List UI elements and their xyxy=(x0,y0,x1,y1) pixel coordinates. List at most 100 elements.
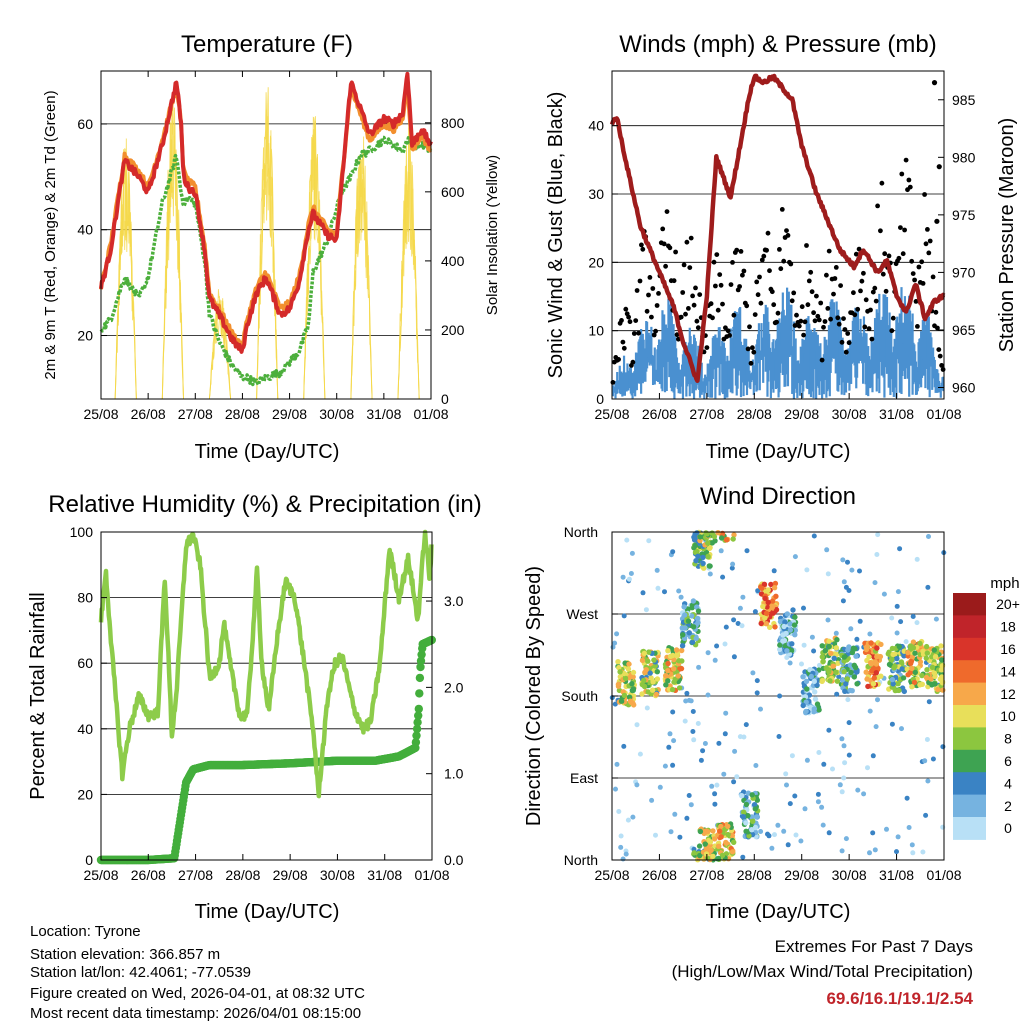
y-tick-label: 980 xyxy=(952,149,976,165)
gust-point xyxy=(639,242,644,248)
direction-point xyxy=(824,547,830,553)
direction-point xyxy=(653,832,658,838)
direction-point xyxy=(769,845,775,851)
gust-point xyxy=(868,307,873,313)
direction-point xyxy=(679,643,686,649)
gust-point xyxy=(832,276,838,281)
direction-point xyxy=(734,774,740,780)
gust-point xyxy=(750,345,755,351)
direction-point xyxy=(680,632,686,638)
y-tick-label: 985 xyxy=(952,92,976,108)
direction-point xyxy=(926,699,932,705)
direction-point xyxy=(842,760,848,766)
insolation-trace xyxy=(161,120,184,400)
direction-point xyxy=(830,766,835,772)
colorbar-label: 6 xyxy=(1004,753,1012,769)
gust-point xyxy=(646,292,651,298)
direction-point xyxy=(873,670,879,676)
direction-point xyxy=(781,828,787,834)
direction-point xyxy=(889,676,896,683)
direction-point xyxy=(700,748,706,754)
direction-point xyxy=(696,664,702,670)
gust-point xyxy=(851,290,856,296)
insolation-trace xyxy=(256,92,279,400)
direction-point xyxy=(753,763,759,768)
gust-point xyxy=(785,233,791,238)
direction-point xyxy=(928,676,934,682)
humidity-plot-frame xyxy=(100,531,433,861)
gust-point xyxy=(667,245,673,251)
direction-point xyxy=(749,827,755,833)
colorbar-swatch xyxy=(953,817,986,840)
direction-point xyxy=(739,623,745,629)
direction-point xyxy=(777,618,784,625)
direction-point xyxy=(798,838,804,844)
direction-point xyxy=(754,678,760,684)
gust-point xyxy=(687,265,693,270)
direction-point xyxy=(815,791,821,797)
direction-point xyxy=(896,687,902,694)
colorbar-label: 16 xyxy=(1000,641,1016,657)
direction-point xyxy=(847,662,854,668)
winds-plot-frame xyxy=(611,70,945,400)
direction-point xyxy=(700,560,706,567)
direction-point xyxy=(819,654,825,660)
direction-point xyxy=(784,782,789,788)
direction-point xyxy=(613,786,618,792)
x-tick-label: 01/08 xyxy=(926,867,961,883)
x-tick-label: 29/08 xyxy=(784,867,819,883)
gust-point xyxy=(718,282,724,288)
y-tick-label: North xyxy=(564,524,598,540)
direction-point xyxy=(909,684,915,690)
gust-point xyxy=(819,357,825,363)
colorbar-swatch xyxy=(953,637,986,661)
gust-point xyxy=(664,209,670,215)
direction-point xyxy=(665,648,671,654)
direction-point xyxy=(743,722,749,728)
colorbar-unit: mph xyxy=(990,575,1019,592)
direction-point xyxy=(695,553,701,559)
gust-point xyxy=(711,259,717,265)
direction-point xyxy=(870,753,876,759)
direction-point xyxy=(938,643,944,649)
y-tick-label: 2.0 xyxy=(444,679,464,695)
gust-point xyxy=(796,323,802,329)
direction-point xyxy=(861,791,867,797)
direction-point xyxy=(841,743,847,749)
direction-point xyxy=(616,809,622,814)
gust-point xyxy=(846,340,852,346)
direction-point xyxy=(865,765,870,771)
winds-y-label: Sonic Wind & Gust (Blue, Black) xyxy=(545,92,567,379)
direction-point xyxy=(626,661,632,667)
y-tick-label: South xyxy=(561,688,598,704)
gust-point xyxy=(731,312,737,318)
y-tick-label: 60 xyxy=(77,116,93,132)
pressure-line xyxy=(609,73,946,384)
gust-point xyxy=(799,304,805,310)
direction-point xyxy=(754,814,760,820)
gust-point xyxy=(651,332,657,338)
direction-point xyxy=(670,666,677,672)
direction-point xyxy=(616,664,622,671)
direction-point xyxy=(620,856,626,862)
y-tick-label: 400 xyxy=(441,253,465,269)
temperature-series xyxy=(99,71,433,387)
gust-point xyxy=(913,299,919,304)
gust-point xyxy=(784,228,789,234)
direction-point xyxy=(697,852,703,859)
direction-point xyxy=(670,709,676,715)
direction-point xyxy=(626,576,632,582)
gust-point xyxy=(934,218,940,224)
direction-point xyxy=(906,825,912,830)
direction-point xyxy=(874,552,880,557)
direction-point xyxy=(826,830,832,836)
direction-point xyxy=(801,642,807,648)
gust-point xyxy=(693,285,698,291)
gust-point xyxy=(804,243,809,248)
direction-point xyxy=(662,763,668,769)
direction-point xyxy=(689,639,696,645)
direction-point xyxy=(676,685,683,691)
direction-point xyxy=(900,675,907,681)
wind-direction-y-label: Direction (Colored By Speed) xyxy=(523,566,545,826)
gust-point xyxy=(791,290,797,296)
